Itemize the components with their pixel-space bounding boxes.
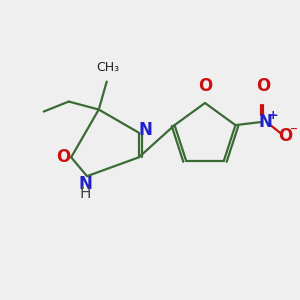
Text: +: + (268, 109, 279, 122)
Text: ⁻: ⁻ (290, 124, 298, 140)
Text: N: N (78, 175, 92, 193)
Text: O: O (56, 148, 70, 166)
Text: CH₃: CH₃ (96, 61, 119, 74)
Text: H: H (79, 186, 91, 201)
Text: O: O (256, 77, 271, 95)
Text: N: N (139, 121, 153, 139)
Text: N: N (259, 113, 272, 131)
Text: O: O (198, 77, 212, 95)
Text: O: O (278, 127, 292, 145)
